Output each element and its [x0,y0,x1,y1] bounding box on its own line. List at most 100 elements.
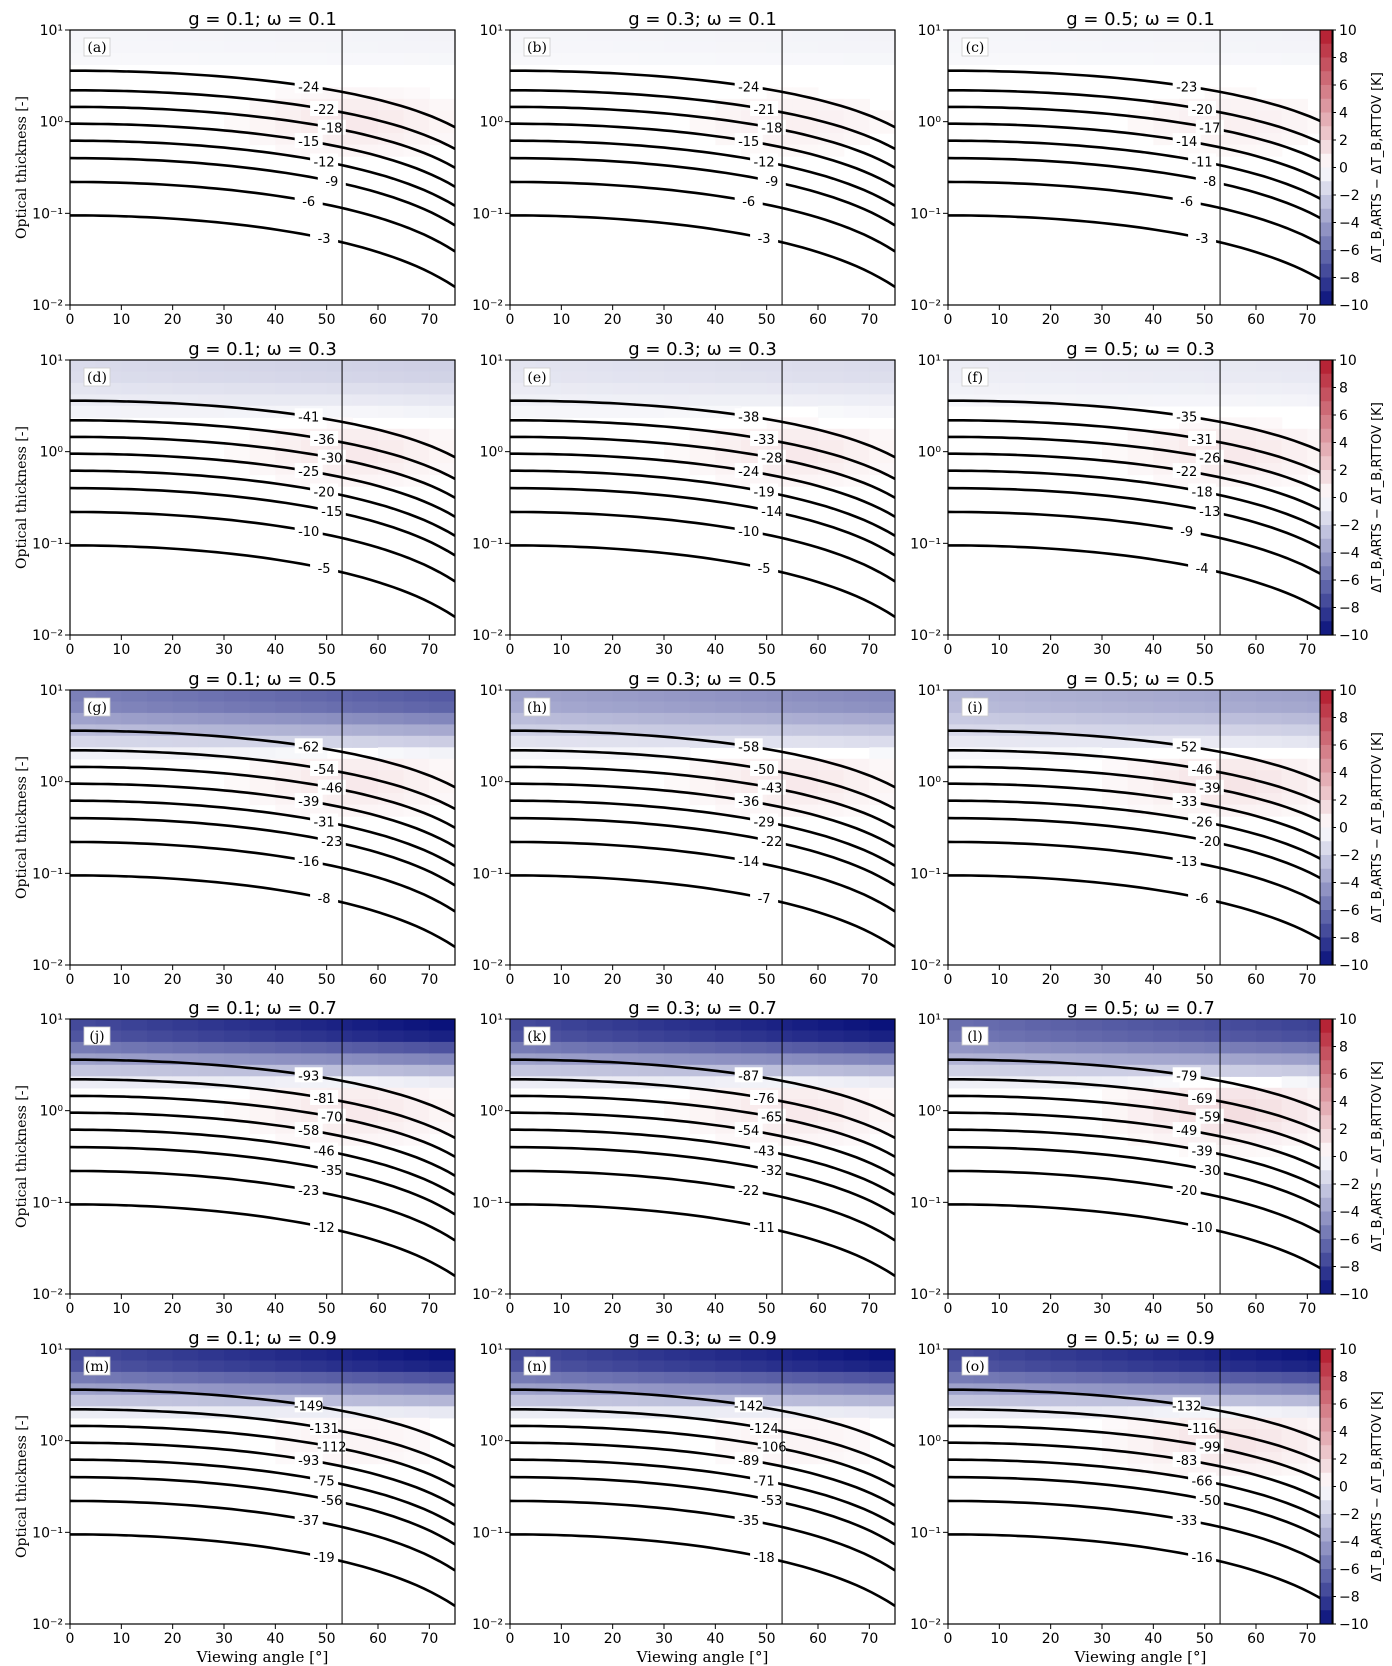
contour-label: -6 [742,195,755,210]
contour-label: -43 [753,1144,774,1159]
colorbar-step [1320,1156,1332,1171]
y-tick-label: 10⁻¹ [910,1195,941,1211]
colorbar-step [1320,1514,1332,1529]
contour-line [510,799,895,867]
heatmap-cell [869,394,895,407]
contour-line [510,1145,895,1216]
colorbar-tick-label: 6 [1339,408,1348,424]
heatmap-cell [535,1394,562,1407]
heatmap-cell [792,1019,819,1032]
heatmap-cell [561,1349,588,1362]
contour-label: -89 [738,1454,759,1469]
x-tick-label: 10 [990,1631,1008,1647]
heatmap-cell [1281,793,1308,806]
heatmap-cell [1204,1394,1231,1407]
heatmap-cell [198,1383,225,1396]
heatmap-cell [792,1360,819,1373]
x-tick-label: 30 [1093,642,1111,658]
heatmap-cell [378,1349,405,1362]
contour-label-bg [734,1452,763,1468]
heatmap-cell [1230,1087,1257,1100]
heatmap-cell [326,394,353,407]
heatmap-cell [1204,371,1231,384]
heatmap-cell [561,1064,588,1077]
contour-line [70,105,455,169]
contour-line [948,1458,1333,1526]
colorbar-step [1320,43,1332,58]
heatmap-cell [147,1030,174,1043]
heatmap-cell [198,382,225,395]
x-tick-label: 0 [944,1301,953,1317]
heatmap-cell [715,701,742,714]
heatmap-cell [378,1452,405,1465]
heatmap-cell [843,690,870,703]
heatmap-cell [818,712,845,725]
contour-label-bg [310,1549,339,1565]
y-tick-label: 10¹ [918,1012,941,1028]
heatmap-cell [843,52,870,65]
heatmap-cell [1102,1371,1129,1384]
colorbar-tick-label: −10 [1339,1287,1369,1303]
heatmap-cell [1102,1383,1129,1396]
heatmap-cell [587,1383,614,1396]
heatmap-cell [638,735,665,748]
contour-line [70,729,455,789]
colorbar-tick-label: −10 [1339,298,1369,314]
panel-letter: (j) [89,1029,104,1045]
panel-letter-box [523,367,551,387]
y-tick-label: 10⁻² [472,628,503,644]
heatmap-cell [612,735,639,748]
heatmap-cell [843,712,870,725]
heatmap-cell [561,360,588,373]
heatmap-cell [664,1383,691,1396]
heatmap-cell [224,30,251,43]
heatmap-cell [429,451,455,464]
contours: -24-21-18-15-12-9-6-3 [510,69,895,288]
heatmap-cell [843,30,870,43]
contours: -58-50-43-36-29-22-14-7 [510,729,895,948]
heatmap-cell [818,41,845,54]
heatmap-cell [715,724,742,737]
contour-label-bg [757,779,786,795]
heatmap-cell [766,701,793,714]
x-tick-label: 50 [1196,1301,1214,1317]
heatmap-cell [1127,1406,1154,1419]
contour-label-bg [317,449,346,465]
colorbar-step [1320,126,1332,141]
heatmap-cell [1076,701,1103,714]
colorbar-step [1320,1115,1332,1130]
heatmap-cell [1076,1041,1103,1054]
heatmap-cell [1102,1087,1129,1100]
heatmap-cell [1230,451,1257,464]
panel-title: g = 0.3; ω = 0.3 [628,339,777,360]
colorbar-tick-label: −10 [1339,628,1369,644]
contour-label-bg [317,503,346,519]
x-tick-label: 0 [506,972,515,988]
contour-line [70,510,455,583]
contour-label-bg [750,230,779,246]
y-tick-label: 10¹ [918,353,941,369]
heatmap-cell [510,1064,537,1077]
colorbar-step [1320,112,1332,127]
panel-title: g = 0.5; ω = 0.3 [1066,339,1215,360]
y-tick-label: 10⁰ [40,1104,64,1120]
heatmap-cell [1230,121,1257,134]
heatmap-cell [715,451,742,464]
contour-label-bg [310,483,339,499]
x-tick-label: 30 [655,312,673,328]
heatmap-cell [378,41,405,54]
heatmap-cell [1025,1030,1052,1043]
heatmap-cell [1050,1030,1077,1043]
heatmap-cell [403,793,430,806]
heatmap-cell [275,712,302,725]
heatmap-cell [301,1030,328,1043]
heatmap-cell [378,1030,405,1043]
heatmap-cell [1179,1030,1206,1043]
heatmap-cell [301,701,328,714]
heatmap-cell [429,701,455,714]
heatmap-cell [1256,1019,1283,1032]
heatmap-cell [326,1030,353,1043]
contour-label: -18 [761,122,782,137]
panel-letter: (e) [527,370,546,386]
heatmap-cell [1127,781,1154,794]
